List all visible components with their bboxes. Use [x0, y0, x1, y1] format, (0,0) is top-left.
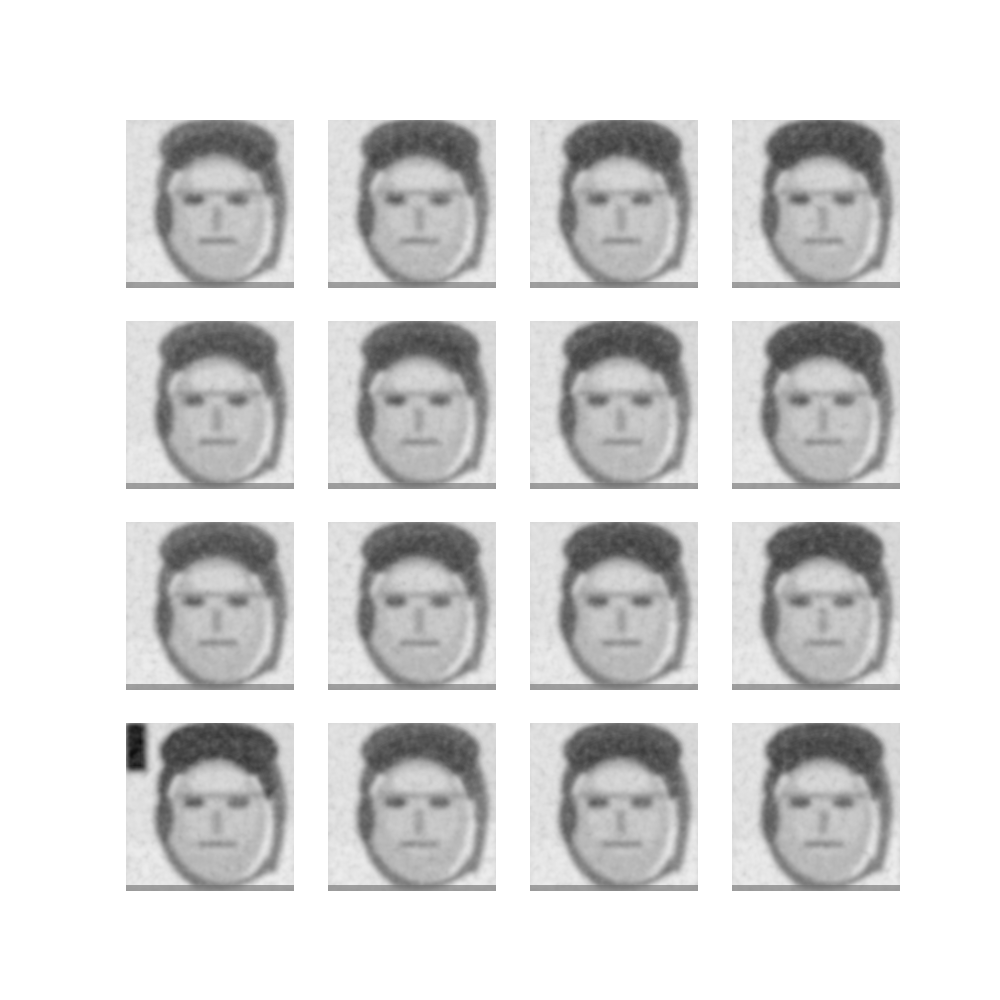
tile-4-3 [530, 723, 698, 891]
tile-3-4 [732, 522, 900, 690]
tile-2-1 [126, 321, 294, 489]
face-thumbnail-12 [732, 522, 900, 690]
tile-1-2 [328, 120, 496, 288]
tile-2-3 [530, 321, 698, 489]
face-thumbnail-7 [530, 321, 698, 489]
tile-1-3 [530, 120, 698, 288]
tile-2-4 [732, 321, 900, 489]
face-thumbnail-5 [126, 321, 294, 489]
face-thumbnail-3 [530, 120, 698, 288]
tile-3-1 [126, 522, 294, 690]
tile-4-1 [126, 723, 294, 891]
face-thumbnail-1 [126, 120, 294, 288]
tile-1-4 [732, 120, 900, 288]
tile-4-2 [328, 723, 496, 891]
face-thumbnail-2 [328, 120, 496, 288]
tile-2-2 [328, 321, 496, 489]
face-thumbnail-15 [530, 723, 698, 891]
tile-3-2 [328, 522, 496, 690]
tile-3-3 [530, 522, 698, 690]
face-thumbnail-16 [732, 723, 900, 891]
face-thumbnail-6 [328, 321, 496, 489]
face-thumbnail-9 [126, 522, 294, 690]
face-thumbnail-13 [126, 723, 294, 891]
face-thumbnail-14 [328, 723, 496, 891]
face-thumbnail-8 [732, 321, 900, 489]
face-thumbnail-10 [328, 522, 496, 690]
face-thumbnail-11 [530, 522, 698, 690]
tile-4-4 [732, 723, 900, 891]
face-thumbnail-4 [732, 120, 900, 288]
tile-1-1 [126, 120, 294, 288]
